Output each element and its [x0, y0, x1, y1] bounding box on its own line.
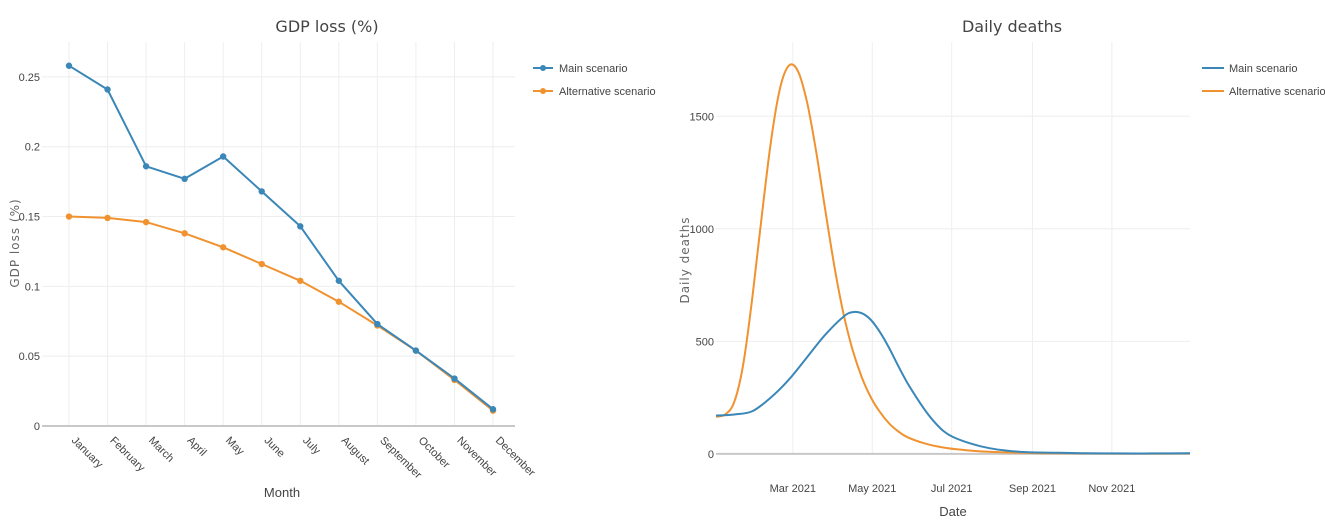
gdp-y-tick-label: 0.05 [19, 351, 40, 363]
deaths-x-tick-label: Sep 2021 [1009, 483, 1056, 495]
gdp-x-tick-label: November [454, 435, 499, 480]
deaths-series [715, 63, 1191, 455]
gdp-x-tick-label: August [339, 435, 372, 468]
legend-label: Main scenario [1229, 63, 1297, 75]
deaths-y-tick-label: 1000 [690, 224, 714, 236]
gdp-data-point[interactable] [219, 153, 227, 160]
gdp-x-tick-label: October [416, 435, 452, 471]
deaths-y-axis-title: Daily deaths [678, 216, 692, 303]
gdp-data-point[interactable] [489, 406, 497, 413]
gdp-data-point[interactable] [412, 347, 420, 354]
gdp-legend-item-alternative[interactable]: Alternative scenario [533, 86, 656, 98]
deaths-gridlines [716, 42, 1190, 455]
gdp-data-point[interactable] [335, 277, 343, 284]
deaths-series-line-main [715, 310, 1191, 455]
deaths-x-ticks: Mar 2021 May 2021 Jul 2021 Sep 2021 Nov 2021 [770, 483, 1136, 495]
gdp-data-point[interactable] [104, 86, 111, 93]
gdp-y-tick-label: 0.1 [25, 281, 40, 293]
gdp-data-point[interactable] [65, 62, 73, 69]
gdp-series-alternative [65, 213, 497, 414]
legend-label: Main scenario [559, 63, 627, 75]
gdp-x-axis-title: Month [264, 485, 300, 500]
deaths-legend-item-alternative[interactable]: Alternative scenario [1202, 86, 1325, 98]
gdp-series-main [65, 62, 497, 413]
legend-marker [540, 88, 546, 94]
gdp-data-point[interactable] [451, 375, 458, 382]
gdp-data-point[interactable] [219, 244, 227, 251]
gdp-series-line [68, 64, 494, 410]
gdp-data-point[interactable] [181, 230, 188, 237]
gdp-data-point[interactable] [374, 320, 381, 328]
gdp-series [65, 62, 497, 414]
gdp-y-axis-title: GDP loss (%) [8, 198, 22, 287]
gdp-x-tick-label: March [146, 435, 176, 465]
gdp-data-point[interactable] [142, 218, 150, 226]
gdp-series-line [68, 215, 494, 412]
gdp-y-tick-label: 0 [34, 421, 40, 433]
gdp-loss-chart: GDP loss (%) GDP loss (%) Month 0 0.05 0.1… [8, 17, 656, 500]
gdp-legend[interactable]: Main scenario Alternative scenario [533, 63, 656, 98]
gdp-x-tick-label: July [300, 435, 323, 458]
gdp-data-point[interactable] [142, 163, 150, 170]
gdp-data-point[interactable] [65, 213, 73, 220]
deaths-y-ticks: 0 500 1000 1500 [690, 111, 714, 461]
gdp-data-point[interactable] [297, 223, 304, 230]
deaths-x-axis-title: Date [939, 504, 966, 519]
gdp-x-tick-label: February [107, 435, 147, 475]
gdp-x-tick-label: December [493, 435, 538, 480]
gdp-x-tick-label: January [69, 435, 106, 472]
gdp-gridlines [42, 42, 515, 427]
gdp-data-point[interactable] [104, 214, 111, 222]
deaths-y-tick-label: 0 [708, 449, 714, 461]
gdp-x-tick-label: May [223, 435, 247, 459]
deaths-x-tick-label: Jul 2021 [931, 483, 973, 495]
deaths-chart-title: Daily deaths [962, 17, 1062, 36]
gdp-y-ticks: 0 0.05 0.1 0.15 0.2 0.25 [19, 72, 40, 433]
gdp-y-tick-label: 0.15 [19, 212, 40, 224]
deaths-y-tick-label: 500 [696, 336, 714, 348]
legend-label: Alternative scenario [559, 86, 656, 98]
gdp-y-tick-label: 0.25 [19, 72, 40, 84]
deaths-legend-item-main[interactable]: Main scenario [1202, 63, 1297, 75]
gdp-data-point[interactable] [297, 277, 304, 284]
gdp-data-point[interactable] [258, 188, 265, 195]
gdp-y-tick-label: 0.2 [25, 142, 40, 154]
gdp-x-tick-label: June [262, 435, 287, 460]
gdp-legend-item-main[interactable]: Main scenario [533, 63, 627, 75]
deaths-x-tick-label: Nov 2021 [1088, 483, 1135, 495]
deaths-legend[interactable]: Main scenario Alternative scenario [1202, 63, 1325, 98]
deaths-x-tick-label: May 2021 [848, 483, 896, 495]
deaths-y-tick-label: 1500 [690, 111, 714, 123]
gdp-data-point[interactable] [181, 175, 188, 183]
gdp-chart-title: GDP loss (%) [275, 17, 378, 36]
deaths-series-line-alternative [715, 63, 1191, 455]
deaths-x-tick-label: Mar 2021 [770, 483, 816, 495]
legend-label: Alternative scenario [1229, 86, 1325, 98]
legend-marker [540, 65, 546, 71]
gdp-data-point[interactable] [258, 260, 265, 268]
gdp-data-point[interactable] [335, 298, 343, 305]
daily-deaths-chart: Daily deaths Daily deaths Date 0 500 1000 1… [678, 17, 1325, 519]
gdp-x-tick-label: April [185, 435, 209, 459]
